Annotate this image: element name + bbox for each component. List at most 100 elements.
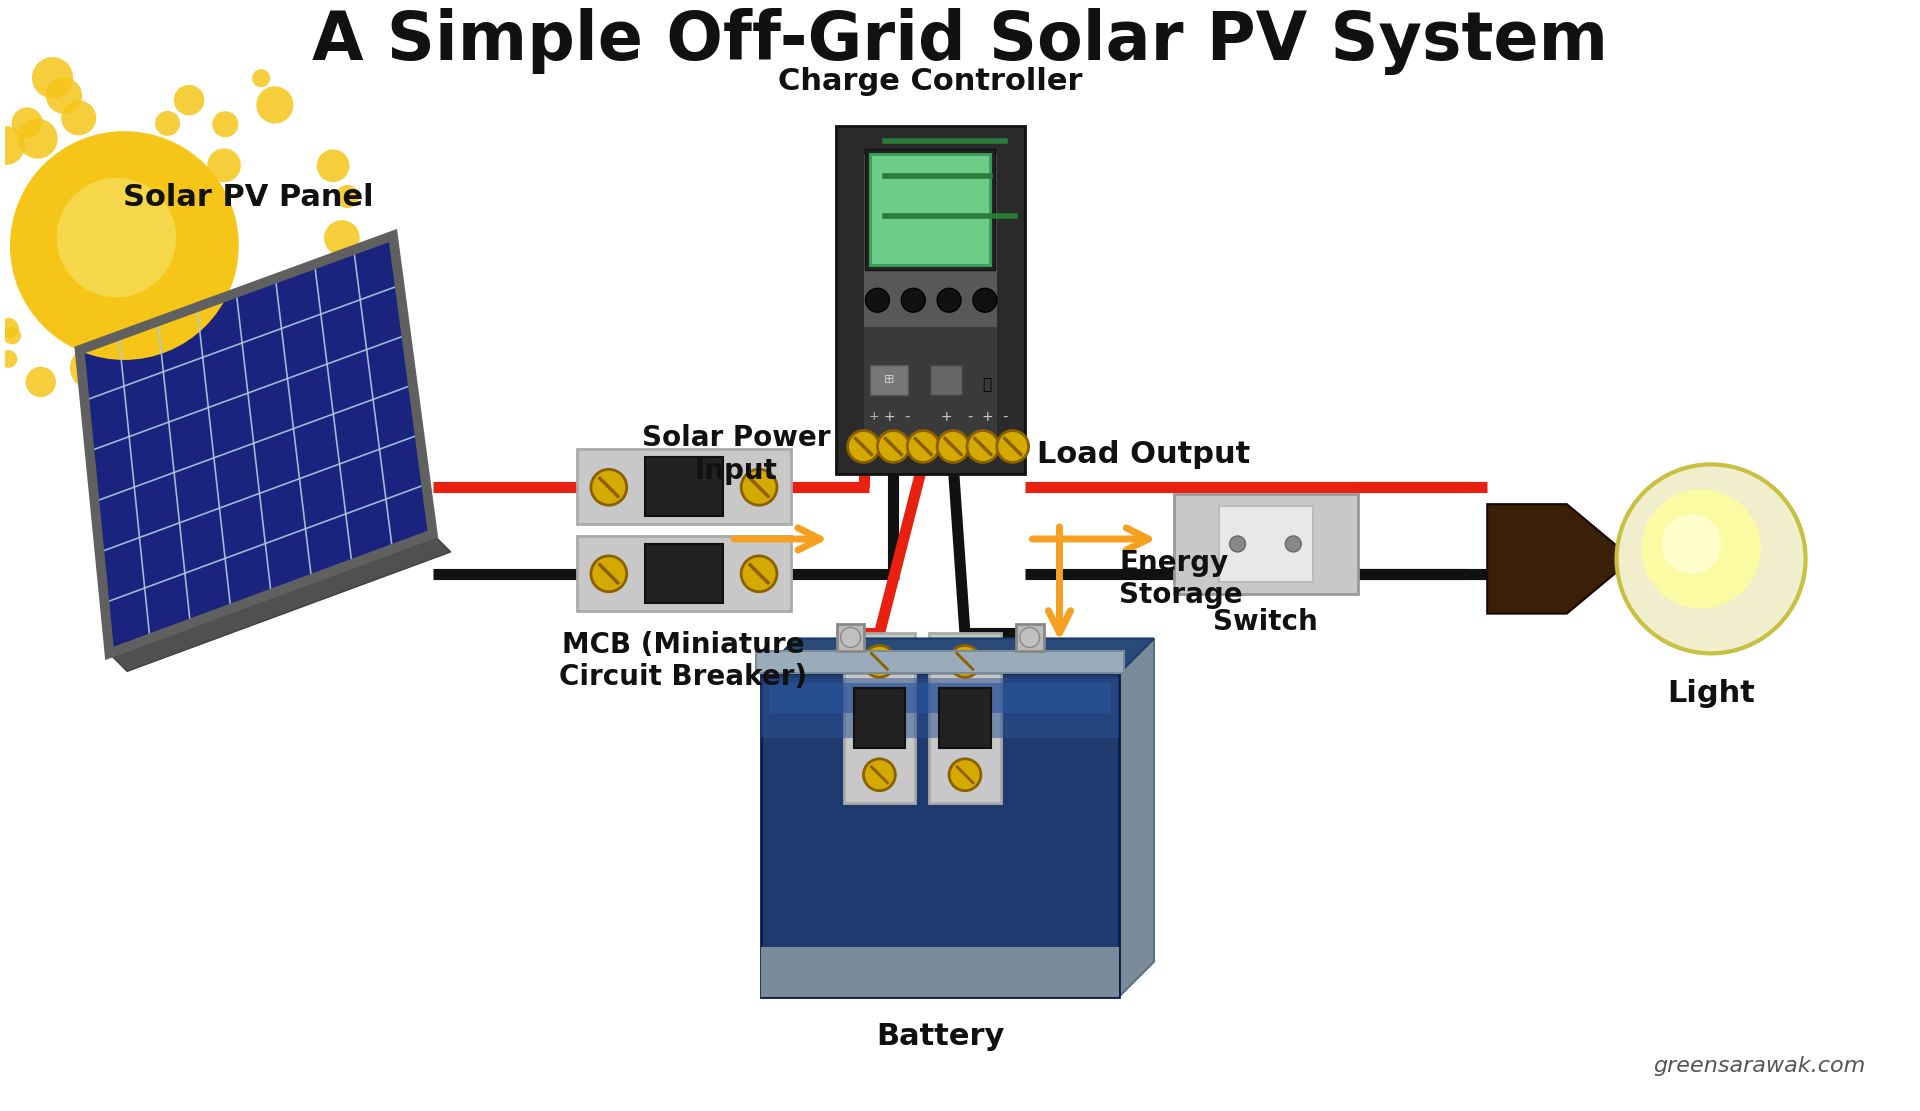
Circle shape [326, 252, 348, 273]
Circle shape [207, 149, 240, 182]
Bar [756, 651, 1123, 673]
Text: Load Output: Load Output [1037, 440, 1250, 469]
Text: 💡: 💡 [983, 378, 991, 392]
Text: MCB (Miniature
Circuit Breaker): MCB (Miniature Circuit Breaker) [559, 631, 808, 691]
Circle shape [996, 431, 1029, 462]
Circle shape [877, 431, 910, 462]
Bar [939, 688, 991, 748]
Bar [760, 947, 1119, 997]
Circle shape [937, 288, 962, 312]
Bar [837, 623, 864, 651]
Text: Switch: Switch [1213, 608, 1317, 635]
Circle shape [213, 111, 238, 138]
Circle shape [0, 318, 19, 338]
Circle shape [33, 57, 73, 98]
Text: Light: Light [1667, 679, 1755, 708]
Text: Energy
Storage: Energy Storage [1119, 549, 1242, 609]
Text: -: - [1002, 409, 1008, 424]
Bar [864, 154, 996, 447]
Circle shape [328, 300, 367, 339]
Circle shape [841, 628, 860, 648]
Circle shape [175, 84, 204, 116]
Circle shape [937, 431, 970, 462]
Circle shape [58, 178, 177, 298]
Text: -: - [968, 409, 973, 424]
Bar [760, 678, 1119, 738]
Bar [864, 327, 996, 447]
Circle shape [968, 431, 998, 462]
Circle shape [1661, 514, 1720, 573]
Circle shape [324, 220, 359, 256]
Text: Solar PV Panel: Solar PV Panel [123, 183, 374, 212]
Circle shape [847, 431, 879, 462]
Circle shape [88, 448, 106, 466]
Circle shape [4, 327, 21, 344]
Text: ⊞: ⊞ [883, 373, 895, 387]
Polygon shape [79, 350, 127, 671]
Polygon shape [79, 236, 432, 653]
Text: -: - [904, 409, 910, 424]
Circle shape [591, 469, 626, 506]
Polygon shape [109, 534, 451, 671]
Circle shape [336, 186, 359, 208]
Polygon shape [1119, 639, 1154, 997]
Text: Battery: Battery [876, 1022, 1004, 1051]
Text: greensarawak.com: greensarawak.com [1653, 1057, 1864, 1077]
Polygon shape [1488, 504, 1626, 613]
Circle shape [1284, 536, 1302, 552]
Bar [870, 154, 991, 266]
Circle shape [900, 288, 925, 312]
Bar [578, 536, 791, 611]
Bar [835, 127, 1025, 474]
Bar [578, 450, 791, 524]
Circle shape [741, 469, 778, 506]
Bar [770, 683, 1112, 713]
Circle shape [1229, 536, 1246, 552]
Bar [843, 633, 916, 802]
Text: +: + [941, 410, 952, 423]
Text: +: + [868, 410, 879, 423]
Circle shape [948, 645, 981, 678]
Circle shape [61, 100, 96, 136]
Circle shape [317, 150, 349, 182]
Bar [866, 149, 995, 270]
Bar [645, 544, 724, 602]
Circle shape [17, 119, 58, 159]
Text: A Simple Off-Grid Solar PV System: A Simple Off-Grid Solar PV System [313, 8, 1609, 76]
Circle shape [0, 350, 17, 368]
Circle shape [948, 759, 981, 791]
Text: +: + [883, 410, 895, 423]
Circle shape [46, 78, 83, 113]
Circle shape [591, 556, 626, 592]
Circle shape [25, 367, 56, 397]
Text: +: + [981, 410, 993, 423]
Polygon shape [760, 639, 1154, 673]
Bar [854, 688, 906, 748]
Circle shape [140, 454, 180, 494]
Circle shape [908, 431, 939, 462]
Text: Solar Power
Input: Solar Power Input [641, 424, 831, 484]
Circle shape [973, 288, 996, 312]
Circle shape [864, 645, 895, 678]
Circle shape [741, 556, 778, 592]
Circle shape [69, 347, 113, 389]
Bar [760, 673, 1119, 997]
Circle shape [1642, 489, 1761, 609]
Circle shape [1617, 464, 1805, 653]
Circle shape [188, 364, 209, 386]
Circle shape [866, 288, 889, 312]
Circle shape [864, 759, 895, 791]
Bar [870, 364, 908, 394]
Circle shape [10, 131, 238, 360]
Bar [1219, 507, 1313, 582]
Circle shape [12, 108, 42, 139]
Circle shape [1020, 628, 1039, 648]
Circle shape [156, 111, 180, 136]
Text: Charge Controller: Charge Controller [778, 68, 1083, 97]
Circle shape [255, 87, 294, 123]
Bar [870, 154, 991, 266]
Bar [645, 458, 724, 517]
Bar [929, 364, 962, 394]
Bar [1016, 623, 1044, 651]
Circle shape [0, 126, 25, 166]
